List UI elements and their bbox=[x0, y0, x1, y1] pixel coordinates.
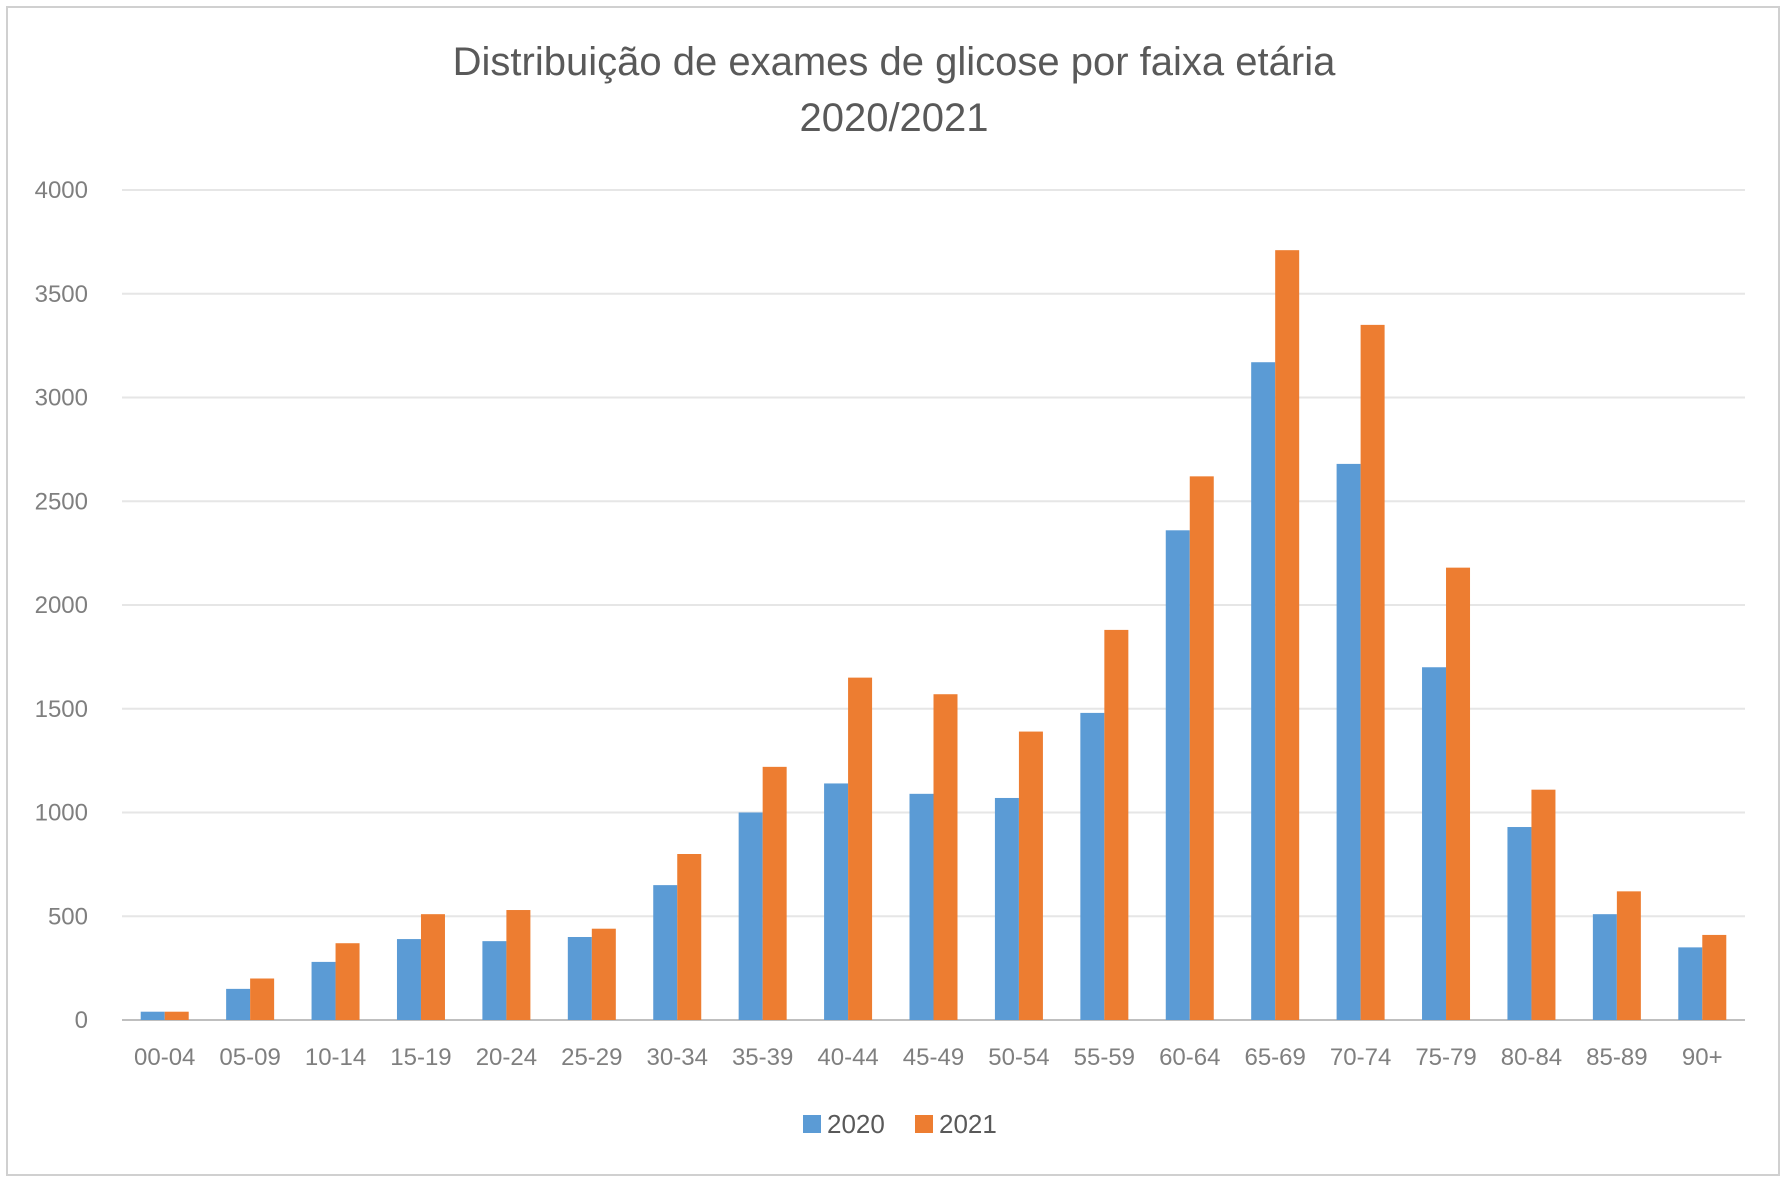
bar-2020-40-44 bbox=[824, 783, 849, 1020]
bar-2020-25-29 bbox=[567, 937, 592, 1020]
bar-2021-05-09 bbox=[250, 978, 275, 1020]
x-tick-label: 50-54 bbox=[988, 1044, 1049, 1071]
y-tick-label: 1500 bbox=[35, 696, 88, 723]
y-tick-label: 4000 bbox=[35, 177, 88, 204]
x-tick-label: 80-84 bbox=[1501, 1044, 1562, 1071]
x-tick-label: 60-64 bbox=[1159, 1044, 1220, 1071]
bar-2021-30-34 bbox=[677, 854, 702, 1020]
bar-2020-00-04 bbox=[140, 1011, 165, 1020]
x-tick-label: 45-49 bbox=[903, 1044, 964, 1071]
y-tick-label: 2500 bbox=[35, 488, 88, 515]
bar-2020-90+ bbox=[1678, 947, 1703, 1020]
bar-2021-70-74 bbox=[1360, 324, 1385, 1020]
legend-swatch-2021 bbox=[915, 1115, 933, 1133]
bar-2021-45-49 bbox=[933, 694, 958, 1020]
x-tick-label: 55-59 bbox=[1074, 1044, 1135, 1071]
x-tick-label: 85-89 bbox=[1586, 1044, 1647, 1071]
bar-2020-70-74 bbox=[1336, 463, 1361, 1020]
x-tick-label: 65-69 bbox=[1244, 1044, 1305, 1071]
x-tick-label: 75-79 bbox=[1415, 1044, 1476, 1071]
bar-2021-50-54 bbox=[1018, 731, 1043, 1020]
y-tick-label: 0 bbox=[75, 1007, 88, 1034]
bar-2021-15-19 bbox=[420, 914, 445, 1020]
x-tick-label: 30-34 bbox=[647, 1044, 708, 1071]
x-tick-label: 35-39 bbox=[732, 1044, 793, 1071]
bar-2020-45-49 bbox=[909, 793, 934, 1020]
bar-2020-50-54 bbox=[994, 797, 1019, 1020]
bar-2021-60-64 bbox=[1189, 476, 1214, 1021]
bar-2021-85-89 bbox=[1616, 891, 1641, 1020]
chart-title: Distribuição de exames de glicose por fa… bbox=[452, 40, 1336, 84]
bar-2020-10-14 bbox=[311, 961, 336, 1020]
y-tick-label: 3000 bbox=[35, 385, 88, 412]
bars bbox=[140, 250, 1727, 1021]
bar-2020-05-09 bbox=[226, 988, 251, 1020]
x-tick-label: 90+ bbox=[1682, 1044, 1723, 1071]
bar-2021-25-29 bbox=[591, 928, 616, 1020]
chart-subtitle: 2020/2021 bbox=[799, 96, 989, 140]
legend-label-2021: 2021 bbox=[939, 1109, 997, 1139]
x-axis: 00-04 05-09 10-14 15-19 20-24 25-29 30-34 35-39… bbox=[134, 1044, 1723, 1071]
bar-2020-15-19 bbox=[396, 939, 421, 1020]
bar-2020-80-84 bbox=[1507, 827, 1532, 1020]
chart-frame bbox=[6, 6, 1780, 1176]
y-tick-label: 500 bbox=[48, 903, 88, 930]
bar-2020-35-39 bbox=[738, 812, 763, 1020]
x-tick-label: 40-44 bbox=[817, 1044, 878, 1071]
legend: 2020 2021 bbox=[803, 1109, 997, 1139]
x-tick-label: 70-74 bbox=[1330, 1044, 1391, 1071]
y-tick-label: 2000 bbox=[35, 592, 88, 619]
x-tick-label: 05-09 bbox=[219, 1044, 280, 1071]
bar-2021-55-59 bbox=[1104, 629, 1129, 1020]
x-tick-label: 00-04 bbox=[134, 1044, 195, 1071]
x-tick-label: 10-14 bbox=[305, 1044, 366, 1071]
bar-2021-20-24 bbox=[506, 910, 531, 1020]
bar-2021-90+ bbox=[1702, 934, 1727, 1020]
bar-2021-10-14 bbox=[335, 943, 360, 1020]
x-tick-label: 20-24 bbox=[476, 1044, 537, 1071]
bar-2020-30-34 bbox=[653, 885, 678, 1020]
bar-2021-00-04 bbox=[164, 1011, 189, 1020]
bar-2020-60-64 bbox=[1165, 530, 1190, 1020]
bar-2020-85-89 bbox=[1592, 914, 1617, 1020]
bar-2021-80-84 bbox=[1531, 789, 1556, 1020]
bar-2020-65-69 bbox=[1251, 362, 1276, 1021]
x-tick-label: 25-29 bbox=[561, 1044, 622, 1071]
bar-2021-40-44 bbox=[848, 677, 873, 1020]
bar-2021-35-39 bbox=[762, 766, 787, 1020]
x-tick-label: 15-19 bbox=[390, 1044, 451, 1071]
bar-2020-75-79 bbox=[1422, 667, 1447, 1020]
bar-2021-65-69 bbox=[1275, 250, 1300, 1021]
legend-swatch-2020 bbox=[803, 1115, 821, 1133]
y-axis: 0 500 1000 1500 2000 2500 3000 3500 4000 bbox=[35, 177, 88, 1034]
bar-2021-75-79 bbox=[1446, 567, 1471, 1020]
bar-2020-20-24 bbox=[482, 941, 507, 1020]
legend-label-2020: 2020 bbox=[827, 1109, 885, 1139]
bar-2020-55-59 bbox=[1080, 712, 1105, 1020]
y-tick-label: 3500 bbox=[35, 281, 88, 308]
y-tick-label: 1000 bbox=[35, 800, 88, 827]
